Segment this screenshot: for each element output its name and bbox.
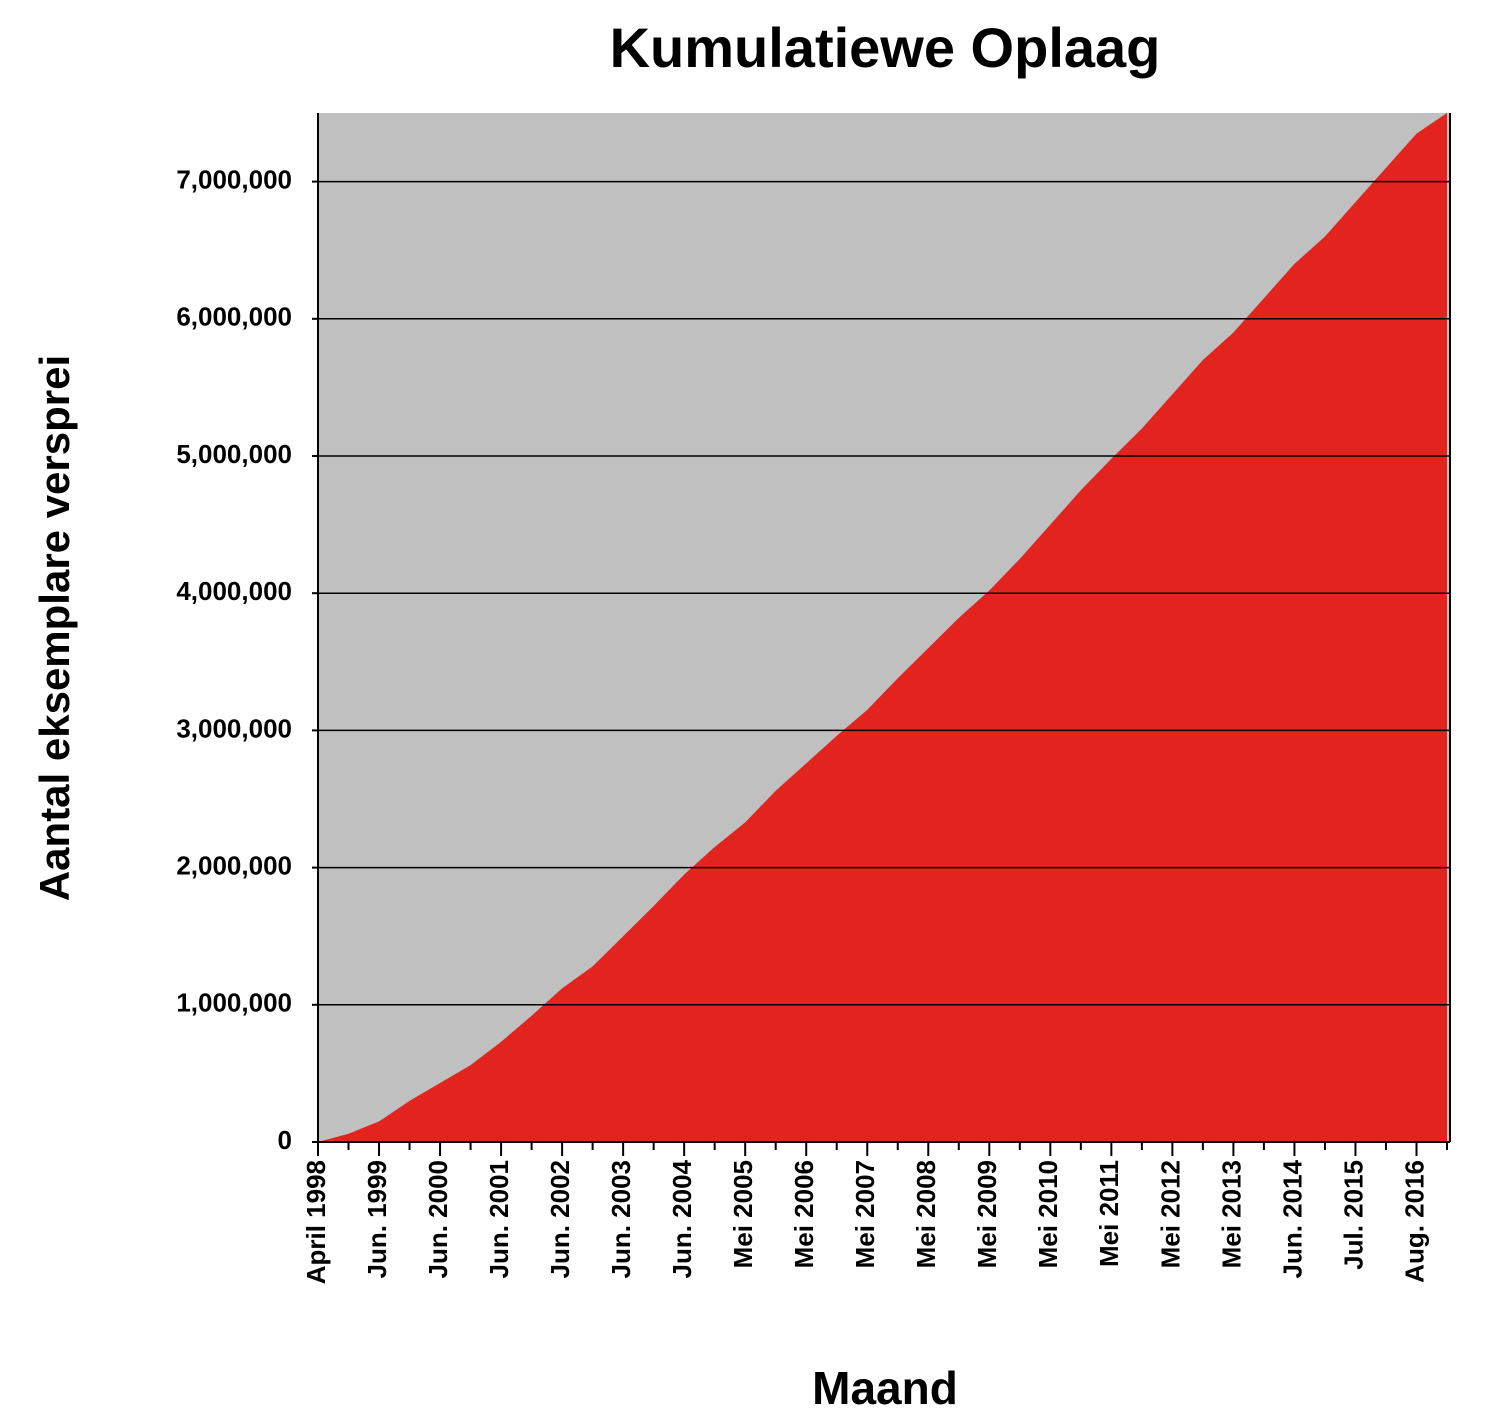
x-tick-label: Mei 2010: [1033, 1160, 1063, 1268]
x-tick-label: Jun. 2003: [606, 1160, 636, 1279]
x-tick-label: Mei 2008: [911, 1160, 941, 1268]
x-tick-label: Mei 2005: [728, 1160, 758, 1268]
y-tick-label: 0: [278, 1125, 292, 1155]
x-tick-label: Mei 2012: [1155, 1160, 1185, 1268]
x-tick-label: Aug. 2016: [1399, 1160, 1429, 1283]
y-tick-label: 2,000,000: [176, 850, 292, 880]
x-axis-label: Maand: [812, 1362, 958, 1414]
chart-title: Kumulatiewe Oplaag: [610, 16, 1161, 79]
x-tick-label: Jun. 2002: [545, 1160, 575, 1279]
y-tick-label: 6,000,000: [176, 302, 292, 332]
x-tick-label: April 1998: [301, 1160, 331, 1284]
x-tick-label: Jun. 1999: [362, 1160, 392, 1279]
x-tick-label: Mei 2006: [789, 1160, 819, 1268]
x-tick-label: Mei 2007: [850, 1160, 880, 1268]
y-tick-label: 7,000,000: [176, 164, 292, 194]
x-tick-label: Jul. 2015: [1338, 1160, 1368, 1270]
y-axis-label: Aantal eksemplare versprei: [31, 355, 78, 901]
x-tick-label: Mei 2009: [972, 1160, 1002, 1268]
y-tick-label: 5,000,000: [176, 439, 292, 469]
x-tick-label: Jun. 2001: [484, 1160, 514, 1279]
x-tick-label: Jun. 2014: [1277, 1159, 1307, 1278]
y-tick-label: 1,000,000: [176, 988, 292, 1018]
x-tick-label: Mei 2013: [1216, 1160, 1246, 1268]
area: [318, 113, 1447, 1142]
x-tick-label: Mei 2011: [1094, 1160, 1124, 1267]
y-tick-label: 3,000,000: [176, 713, 292, 743]
x-tick-label: Jun. 2000: [423, 1160, 453, 1279]
x-tick-label: Jun. 2004: [667, 1159, 697, 1278]
y-tick-label: 4,000,000: [176, 576, 292, 606]
